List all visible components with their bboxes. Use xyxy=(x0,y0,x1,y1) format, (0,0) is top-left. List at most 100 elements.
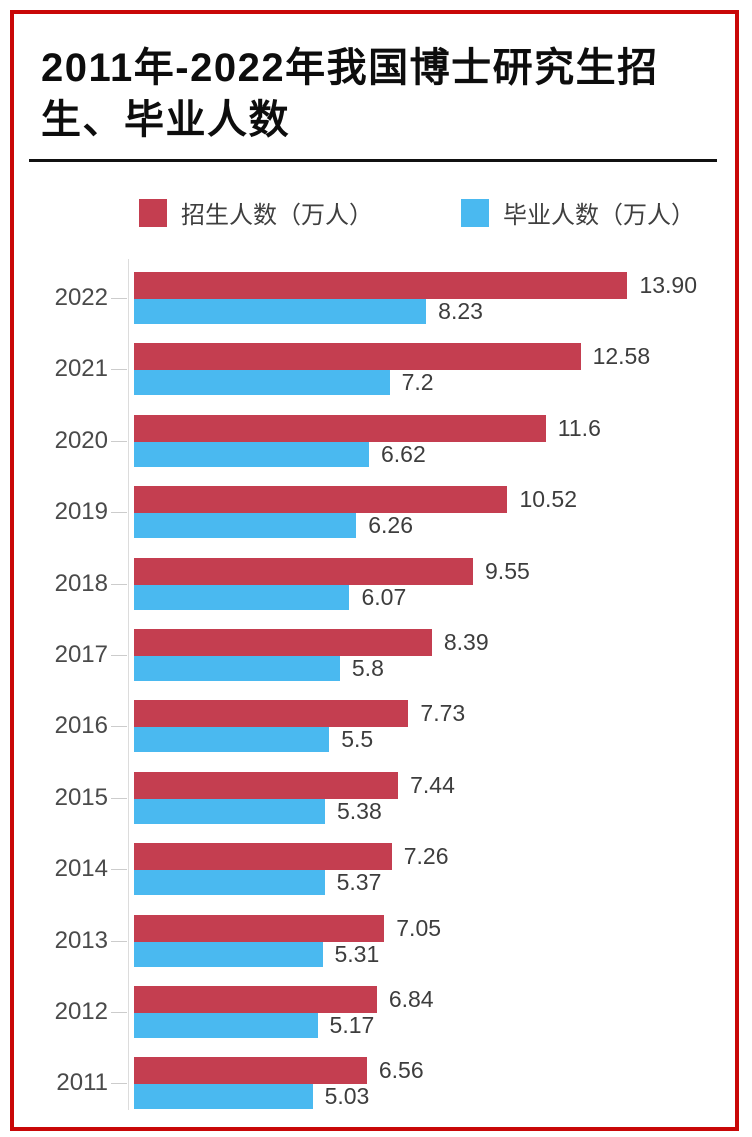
y-axis-line xyxy=(128,259,129,1110)
graduation-swatch-icon xyxy=(461,198,489,227)
enrollment-bar xyxy=(134,985,377,1013)
bar-group: 7.44 5.38 xyxy=(134,771,455,824)
year-label: 2022 xyxy=(54,284,108,311)
graduation-value-label: 6.07 xyxy=(361,583,407,610)
enrollment-bar xyxy=(134,557,474,585)
enrollment-value-label: 7.05 xyxy=(396,914,442,941)
year-label: 2021 xyxy=(54,355,108,383)
enrollment-value-label: 7.73 xyxy=(420,700,466,727)
axis-tick xyxy=(111,512,127,514)
graduation-value-label: 5.38 xyxy=(336,797,382,824)
graduation-value-label: 5.37 xyxy=(336,869,382,896)
graduation-bar xyxy=(134,655,340,681)
axis-tick xyxy=(111,940,127,942)
graduation-bar xyxy=(134,798,325,824)
legend-label-graduation: 毕业人数（万人） xyxy=(503,202,695,229)
enrollment-value-label: 12.58 xyxy=(592,343,651,370)
chart-card: 2011年-2022年我国博士研究生招生、毕业人数 招生人数（万人） 毕业人数（… xyxy=(10,10,739,1131)
chart-row: 2019 10.52 6.26 xyxy=(14,486,735,539)
enrollment-value-label: 9.55 xyxy=(485,557,530,584)
enrollment-value-label: 10.52 xyxy=(519,486,578,513)
axis-tick xyxy=(111,583,127,585)
bar-group: 7.05 5.31 xyxy=(134,914,442,967)
bar-group: 10.52 6.26 xyxy=(134,486,578,539)
chart-row: 2013 7.05 5.31 xyxy=(14,914,735,967)
axis-tick xyxy=(111,797,127,799)
bar-group: 6.56 5.03 xyxy=(134,1057,424,1110)
bar-group: 11.6 6.62 xyxy=(134,414,601,467)
year-label: 2014 xyxy=(54,855,108,883)
graduation-bar xyxy=(134,727,330,753)
enrollment-bar xyxy=(134,628,432,656)
graduation-value-label: 5.5 xyxy=(341,726,374,753)
enrollment-value-label: 6.84 xyxy=(388,985,434,1012)
bar-group: 8.39 5.8 xyxy=(134,628,489,681)
legend-item-enrollment: 招生人数（万人） xyxy=(139,195,373,230)
enrollment-bar xyxy=(134,272,628,299)
page-title: 2011年-2022年我国博士研究生招生、毕业人数 xyxy=(41,46,659,142)
bar-group: 13.90 8.23 xyxy=(134,272,697,324)
graduation-value-label: 5.03 xyxy=(324,1083,370,1110)
enrollment-value-label: 13.90 xyxy=(639,272,697,298)
graduation-value-label: 6.62 xyxy=(381,440,426,467)
enrollment-value-label: 7.44 xyxy=(410,771,455,798)
chart-row: 2016 7.73 5.5 xyxy=(14,700,735,753)
enrollment-value-label: 8.39 xyxy=(443,628,489,655)
title-divider xyxy=(29,159,717,162)
graduation-bar xyxy=(134,1084,313,1110)
axis-tick xyxy=(111,369,127,371)
chart-row: 2012 6.84 5.17 xyxy=(14,985,735,1038)
enrollment-bar xyxy=(134,486,508,514)
bar-chart: 2022 13.90 8.23 2021 12.58 7.2 xyxy=(14,259,735,1110)
chart-row: 2021 12.58 7.2 xyxy=(14,343,735,396)
year-label: 2017 xyxy=(54,640,108,668)
enrollment-bar xyxy=(134,914,385,942)
graduation-value-label: 5.31 xyxy=(334,940,380,967)
enrollment-value-label: 6.56 xyxy=(378,1057,424,1084)
chart-row: 2014 7.26 5.37 xyxy=(14,843,735,896)
graduation-value-label: 5.17 xyxy=(329,1011,375,1038)
enrollment-bar xyxy=(134,700,409,728)
chart-row: 2022 13.90 8.23 xyxy=(14,272,735,324)
graduation-bar xyxy=(134,370,390,396)
enrollment-bar xyxy=(134,771,399,799)
enrollment-swatch-icon xyxy=(139,198,167,227)
year-label: 2019 xyxy=(54,498,108,526)
graduation-bar xyxy=(134,1012,318,1038)
axis-tick xyxy=(111,1083,127,1085)
chart-row: 2017 8.39 5.8 xyxy=(14,628,735,681)
enrollment-bar xyxy=(134,343,581,371)
legend-label-enrollment: 招生人数（万人） xyxy=(181,202,373,229)
chart-row: 2020 11.6 6.62 xyxy=(14,414,735,467)
enrollment-bar xyxy=(134,1057,367,1085)
chart-row: 2015 7.44 5.38 xyxy=(14,771,735,824)
axis-tick xyxy=(111,1011,127,1013)
legend: 招生人数（万人） 毕业人数（万人） xyxy=(139,195,735,230)
bar-group: 12.58 7.2 xyxy=(134,343,651,396)
graduation-bar xyxy=(134,941,323,967)
year-label: 2013 xyxy=(54,926,108,954)
year-label: 2020 xyxy=(54,426,108,454)
axis-tick xyxy=(111,726,127,728)
graduation-value-label: 8.23 xyxy=(438,298,483,324)
graduation-bar xyxy=(134,299,427,324)
year-label: 2016 xyxy=(54,712,108,740)
legend-item-graduation: 毕业人数（万人） xyxy=(461,195,695,230)
year-label: 2012 xyxy=(54,997,108,1025)
enrollment-bar xyxy=(134,843,392,871)
bar-group: 7.73 5.5 xyxy=(134,700,466,753)
axis-tick xyxy=(111,654,127,656)
bar-group: 7.26 5.37 xyxy=(134,843,448,896)
chart-row: 2018 9.55 6.07 xyxy=(14,557,735,610)
graduation-value-label: 7.2 xyxy=(401,369,434,396)
year-label: 2015 xyxy=(54,783,108,811)
year-label: 2018 xyxy=(54,569,108,597)
bar-group: 9.55 6.07 xyxy=(134,557,530,610)
enrollment-bar xyxy=(134,414,546,442)
chart-row: 2011 6.56 5.03 xyxy=(14,1057,735,1110)
axis-tick xyxy=(111,440,127,442)
enrollment-value-label: 11.6 xyxy=(557,414,601,441)
bar-group: 6.84 5.17 xyxy=(134,985,434,1038)
year-label: 2011 xyxy=(56,1069,108,1097)
axis-tick xyxy=(111,869,127,871)
